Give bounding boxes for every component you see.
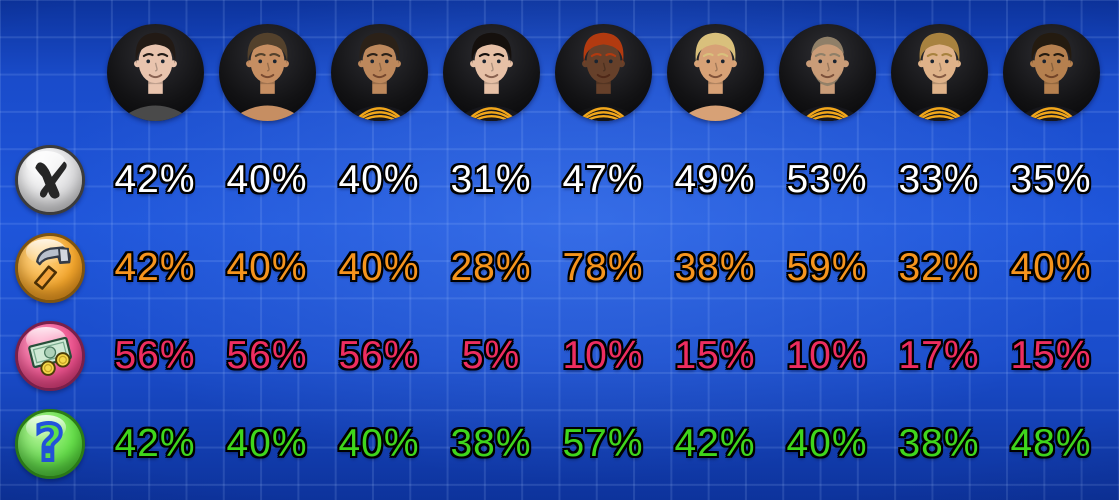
stat-unknown-col-3: 40%	[338, 422, 420, 465]
stat-money-col-6: 15%	[674, 334, 756, 377]
avatar-portrait	[1002, 23, 1100, 121]
stat-build-col-3: 40%	[338, 246, 420, 289]
stat-combat-col-2: 40%	[226, 158, 308, 201]
avatar-portrait	[218, 23, 316, 121]
stat-combat-col-4: 31%	[450, 158, 532, 201]
stat-row-unknown: ? 42% 40% 40% 38% 57% 42% 40% 38% 48%	[0, 400, 1119, 488]
stat-money-col-5: 10%	[562, 334, 644, 377]
stat-money-col-9: 15%	[1010, 334, 1092, 377]
stat-combat-col-6: 49%	[674, 158, 756, 201]
row-label-build	[0, 233, 99, 303]
stat-money-col-3: 56%	[338, 334, 420, 377]
avatar-portrait	[330, 23, 428, 121]
avatar-portrait	[442, 23, 540, 121]
stat-build-col-8: 32%	[898, 246, 980, 289]
stat-combat-col-7: 53%	[786, 158, 868, 201]
stat-build-col-9: 40%	[1010, 246, 1092, 289]
avatar-portrait	[554, 23, 652, 121]
avatar-tan-dark-hair[interactable]	[995, 23, 1107, 121]
stat-unknown-col-2: 40%	[226, 422, 308, 465]
stat-money-col-1: 56%	[114, 334, 196, 377]
hammer-icon	[14, 233, 85, 303]
stat-money-col-2: 56%	[226, 334, 308, 377]
stat-unknown-col-1: 42%	[114, 422, 196, 465]
scissors-icon	[14, 145, 85, 215]
avatar-portrait	[778, 23, 876, 121]
stat-build-col-2: 40%	[226, 246, 308, 289]
stat-row-combat: 42% 40% 40% 31% 47% 49% 53% 33% 35%	[0, 136, 1119, 224]
row-label-unknown: ?	[0, 409, 99, 479]
question-icon: ?	[14, 409, 85, 479]
avatar-portrait	[666, 23, 764, 121]
stat-unknown-col-6: 42%	[674, 422, 756, 465]
money-icon	[14, 321, 85, 391]
avatar-portrait	[890, 23, 988, 121]
row-label-combat	[0, 145, 99, 215]
corner-cell	[0, 8, 99, 136]
stat-money-col-4: 5%	[461, 334, 521, 377]
stat-money-col-8: 17%	[898, 334, 980, 377]
stat-combat-col-9: 35%	[1010, 158, 1092, 201]
stat-combat-col-3: 40%	[338, 158, 420, 201]
stat-unknown-col-5: 57%	[562, 422, 644, 465]
stat-build-col-4: 28%	[450, 246, 532, 289]
stat-unknown-col-9: 48%	[1010, 422, 1092, 465]
question-mark-glyph: ?	[33, 414, 66, 472]
avatar-header-row	[0, 0, 1119, 136]
avatar-portrait	[106, 23, 204, 121]
avatar-pale-slick-hair[interactable]	[435, 23, 547, 121]
avatar-blond-shirtless[interactable]	[659, 23, 771, 121]
avatar-tan-buzz-cut[interactable]	[323, 23, 435, 121]
stat-unknown-col-4: 38%	[450, 422, 532, 465]
stat-combat-col-8: 33%	[898, 158, 980, 201]
row-label-money	[0, 321, 99, 391]
stat-build-col-5: 78%	[562, 246, 644, 289]
stat-unknown-col-8: 38%	[898, 422, 980, 465]
avatar-dark-red-dreads[interactable]	[547, 23, 659, 121]
avatar-bald-with-beard[interactable]	[771, 23, 883, 121]
stat-combat-col-1: 42%	[114, 158, 196, 201]
avatar-pale-dark-hair[interactable]	[99, 23, 211, 121]
stat-row-money: 56% 56% 56% 5% 10% 15% 10% 17% 15%	[0, 312, 1119, 400]
stat-build-col-7: 59%	[786, 246, 868, 289]
stat-build-col-1: 42%	[114, 246, 196, 289]
stat-build-col-6: 38%	[674, 246, 756, 289]
stat-unknown-col-7: 40%	[786, 422, 868, 465]
avatar-light-brown-hair[interactable]	[883, 23, 995, 121]
stat-row-build: 42% 40% 40% 28% 78% 38% 59% 32% 40%	[0, 224, 1119, 312]
stat-combat-col-5: 47%	[562, 158, 644, 201]
avatar-tan-messy-hair[interactable]	[211, 23, 323, 121]
stat-money-col-7: 10%	[786, 334, 868, 377]
